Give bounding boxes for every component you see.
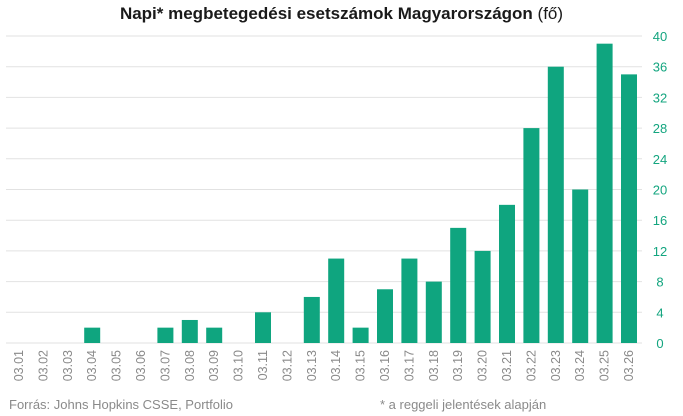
x-tick-label: 03.13 — [305, 350, 319, 381]
x-tick-label: 03.19 — [451, 350, 465, 381]
x-tick-label: 03.09 — [207, 350, 221, 381]
x-tick-label: 03.07 — [158, 350, 172, 381]
x-tick-label: 03.15 — [354, 350, 368, 381]
chart-title-main: Napi* megbetegedési esetszámok Magyarors… — [119, 4, 533, 23]
y-tick-label: 40 — [653, 29, 667, 44]
x-tick-label: 03.20 — [476, 350, 490, 381]
y-tick-label: 4 — [656, 305, 663, 320]
bar — [328, 258, 345, 343]
bar — [523, 128, 540, 343]
y-tick-label: 16 — [653, 213, 667, 228]
x-tick-label: 03.12 — [280, 350, 294, 381]
x-tick-label: 03.16 — [378, 350, 392, 381]
x-tick-label: 03.24 — [573, 350, 587, 381]
bar — [425, 281, 442, 343]
source-note: Forrás: Johns Hopkins CSSE, Portfolio — [9, 397, 233, 412]
x-tick-label: 03.06 — [134, 350, 148, 381]
y-tick-label: 24 — [653, 152, 667, 167]
y-tick-label: 0 — [656, 336, 663, 351]
x-tick-label: 03.26 — [622, 350, 636, 381]
bar — [303, 296, 320, 343]
x-tick-label: 03.08 — [183, 350, 197, 381]
bar — [181, 319, 198, 343]
bar — [84, 327, 101, 343]
x-tick-label: 03.10 — [232, 350, 246, 381]
bar — [547, 66, 564, 343]
footnote: * a reggeli jelentések alapján — [380, 397, 547, 412]
bar — [401, 258, 418, 343]
y-tick-label: 20 — [653, 183, 667, 198]
bars — [84, 43, 637, 344]
x-tick-label: 03.01 — [12, 350, 26, 381]
bar — [377, 289, 393, 343]
x-tick-label: 03.21 — [500, 350, 514, 381]
bar — [255, 312, 271, 343]
y-tick-label: 8 — [656, 275, 663, 290]
x-tick-label: 03.03 — [61, 350, 75, 381]
chart-title-unit: (fő) — [537, 4, 564, 23]
y-tick-label: 32 — [653, 90, 667, 105]
x-tick-label: 03.22 — [524, 350, 538, 381]
bar — [157, 327, 174, 343]
x-tick-label: 03.17 — [402, 350, 416, 381]
x-tick-label: 03.14 — [329, 350, 343, 381]
x-tick-label: 03.04 — [85, 350, 99, 381]
bar — [596, 43, 613, 344]
y-axis: 0 4 8 12 16 20 24 28 32 36 40 — [653, 29, 667, 351]
x-tick-label: 03.25 — [598, 350, 612, 381]
bar — [352, 327, 369, 343]
chart-title: Napi* megbetegedési esetszámok Magyarors… — [0, 4, 683, 24]
bar — [450, 227, 467, 343]
bar — [572, 189, 589, 343]
x-tick-label: 03.02 — [36, 350, 50, 381]
bar — [474, 250, 491, 343]
y-tick-label: 12 — [653, 244, 667, 259]
gridlines — [6, 35, 642, 344]
x-tick-label: 03.23 — [549, 350, 563, 381]
x-axis: 03.01 03.02 03.03 03.04 03.05 03.06 03.07 03.08… — [12, 350, 636, 381]
x-tick-label: 03.18 — [427, 350, 441, 381]
y-tick-label: 28 — [653, 121, 667, 136]
bar — [621, 74, 637, 343]
bar — [499, 204, 515, 343]
x-tick-label: 03.11 — [256, 350, 270, 380]
y-tick-label: 36 — [653, 60, 667, 75]
x-tick-label: 03.05 — [110, 350, 124, 381]
bar — [206, 327, 223, 343]
